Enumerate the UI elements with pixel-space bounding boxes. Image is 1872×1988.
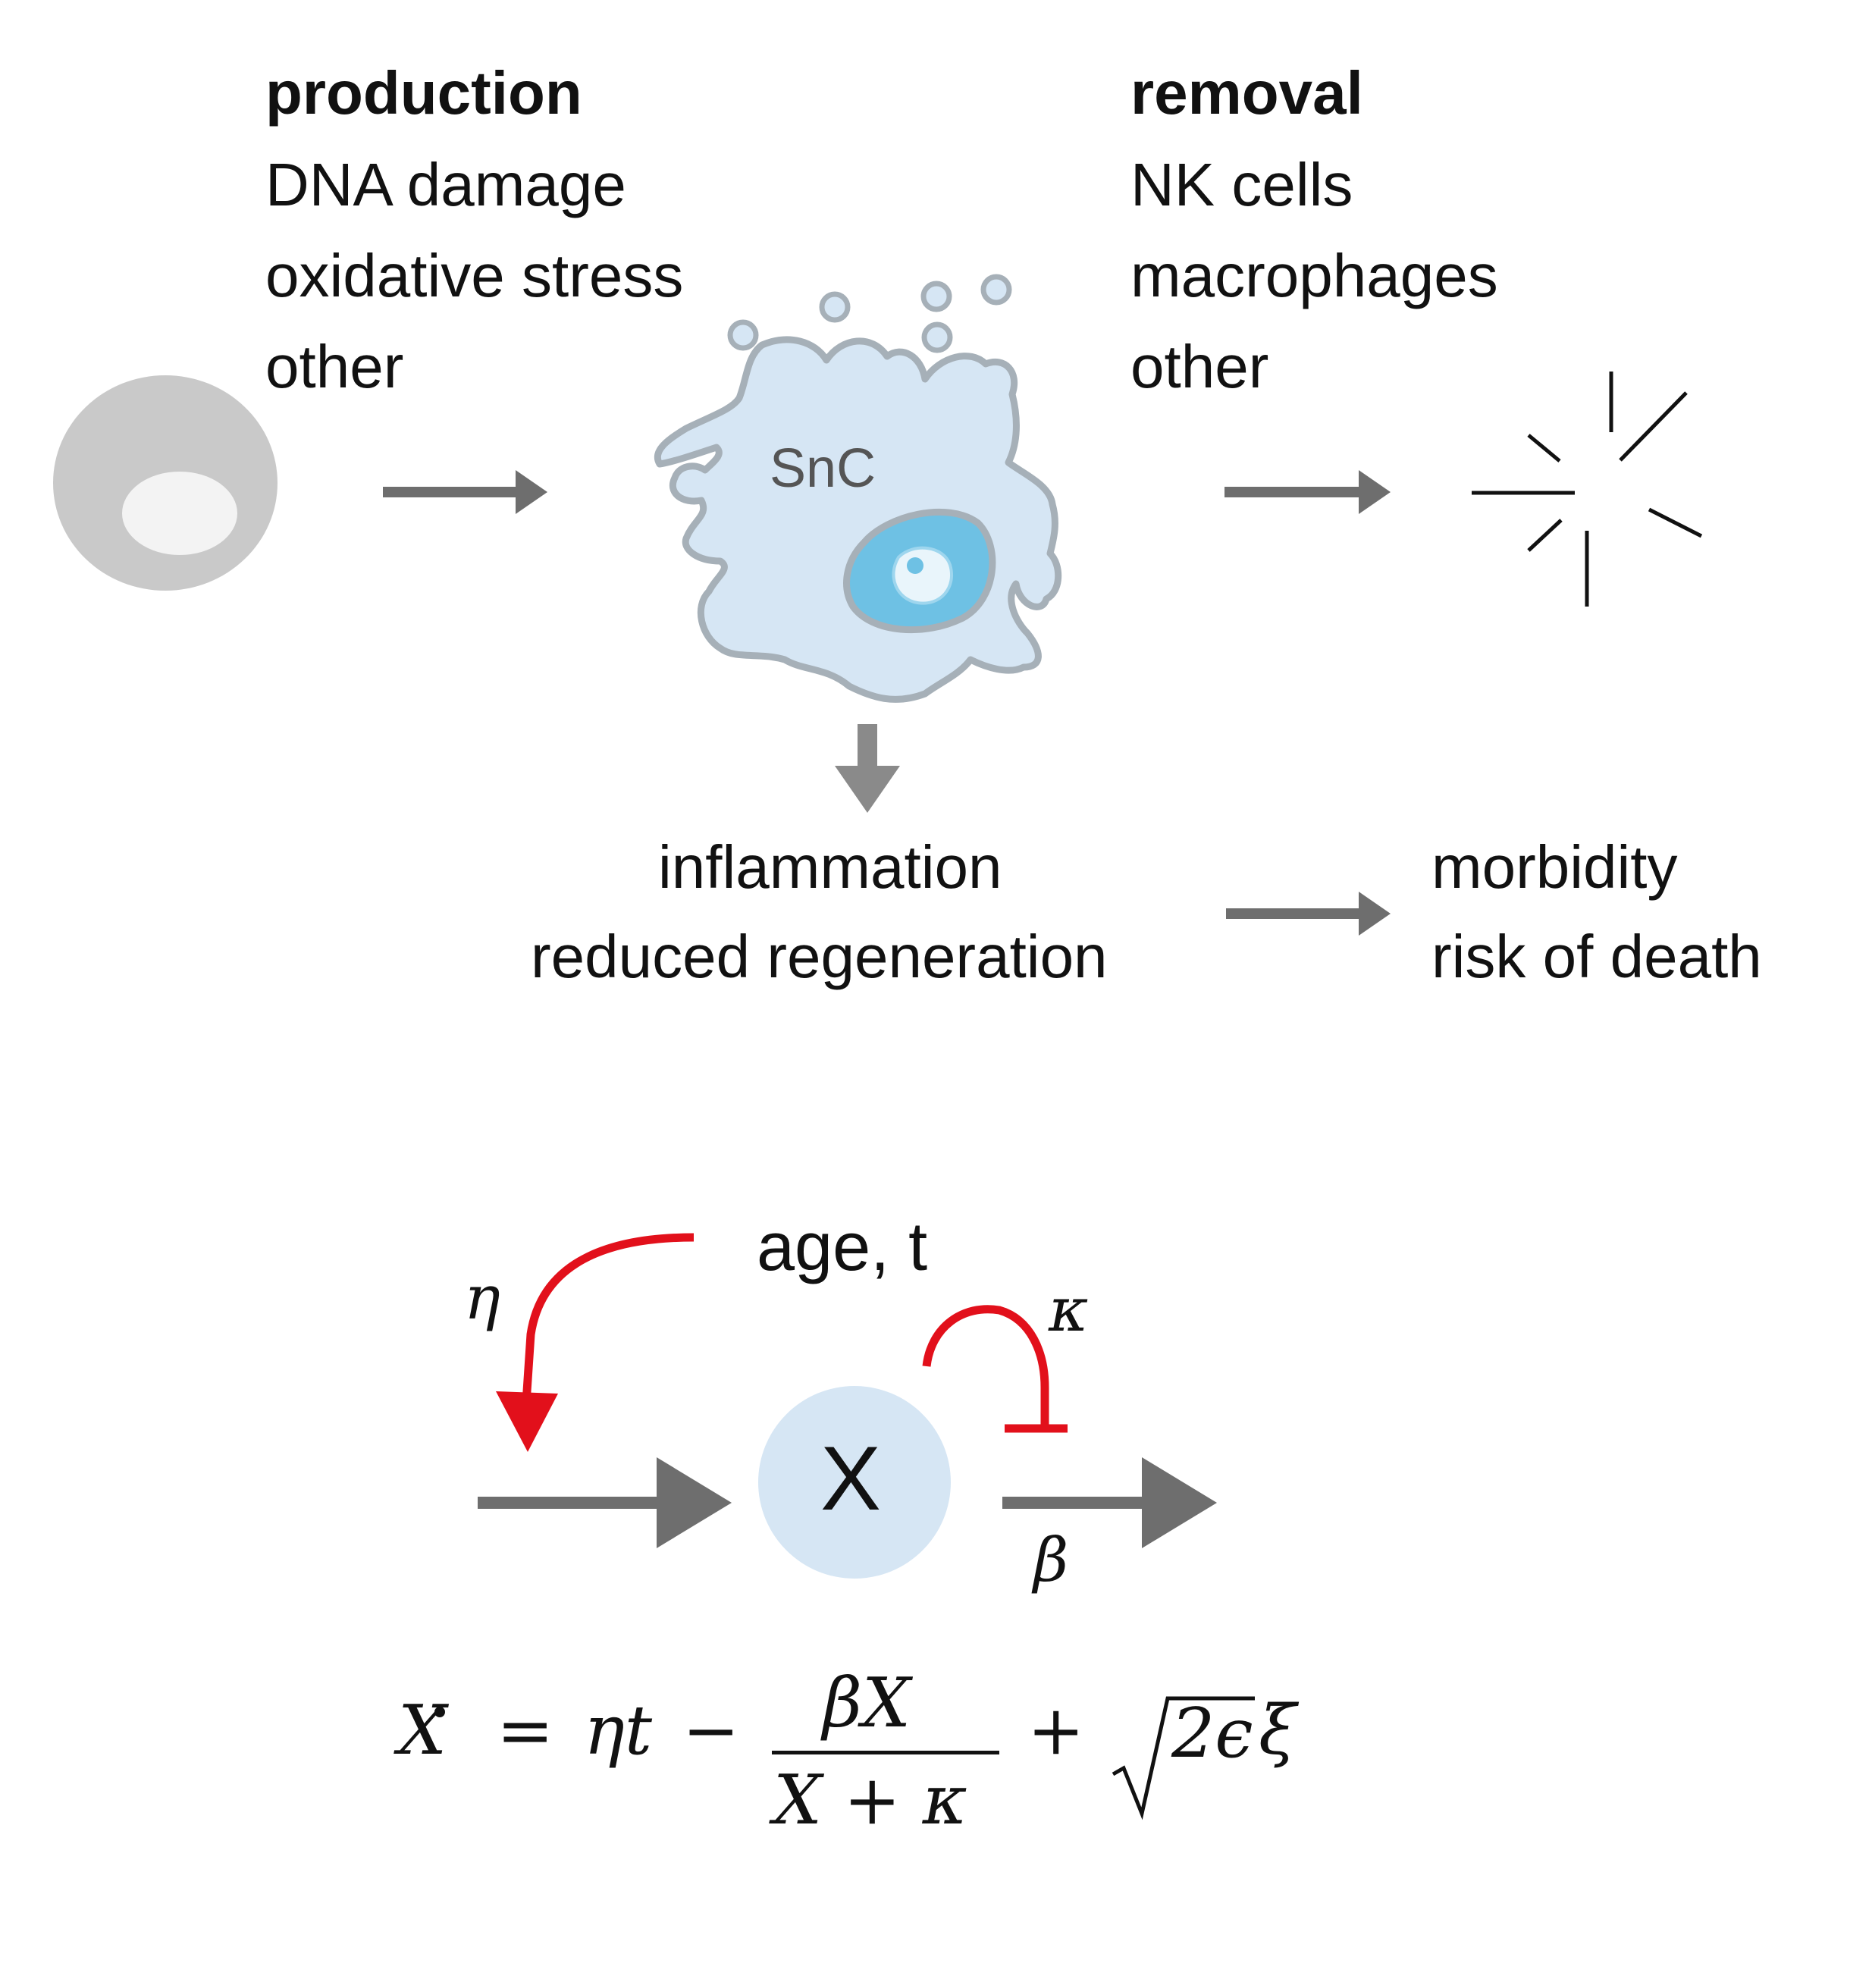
- removal-item-3: other: [1130, 333, 1269, 400]
- output-flux-arrow: [1002, 1457, 1217, 1548]
- eta-activation-arrow: [496, 1233, 695, 1452]
- effects-arrow: [835, 724, 900, 813]
- equation-radicand: 2ϵ: [1171, 1694, 1253, 1773]
- burst-icon: [1472, 372, 1703, 607]
- equation-tail: ξ: [1259, 1691, 1297, 1770]
- equation-term1: ηt: [584, 1691, 653, 1770]
- kappa-inhibition-arrow: [922, 1305, 1068, 1433]
- senescent-cell-icon: [654, 274, 1062, 703]
- effect-inflammation: inflammation: [658, 833, 1002, 901]
- removal-arrow: [1224, 470, 1391, 514]
- production-arrow: [383, 470, 547, 514]
- beta-label: β: [1033, 1525, 1069, 1595]
- age-label: age, t: [757, 1209, 928, 1285]
- effect-reduced-regeneration: reduced regeneration: [531, 923, 1108, 990]
- node-x-label: X: [820, 1428, 882, 1529]
- equation-denominator: X + κ: [773, 1761, 967, 1840]
- normal-cell-icon: [53, 375, 278, 591]
- outcome-morbidity: morbidity: [1431, 833, 1678, 901]
- removal-item-1: NK cells: [1130, 151, 1353, 218]
- production-item-1: DNA damage: [265, 151, 626, 218]
- equation-dot: [434, 1707, 445, 1717]
- removal-item-2: macrophages: [1130, 242, 1498, 309]
- equation-sqrt-sign: [1112, 1696, 1255, 1820]
- equation-equals: =: [497, 1691, 554, 1770]
- production-heading: production: [265, 59, 582, 127]
- snc-label: SnC: [770, 438, 876, 499]
- outcome-arrow: [1226, 892, 1391, 936]
- kappa-label: κ: [1049, 1275, 1089, 1345]
- input-flux-arrow: [478, 1457, 732, 1548]
- equation-fraction-bar: [772, 1751, 999, 1754]
- equation-lhs: X: [398, 1691, 447, 1770]
- node-x-circle: [758, 1386, 951, 1579]
- equation-minus: −: [682, 1691, 740, 1770]
- production-item-3: other: [265, 333, 404, 400]
- eta-label: η: [464, 1262, 500, 1333]
- equation-plus: +: [1027, 1691, 1085, 1770]
- outcome-risk-of-death: risk of death: [1431, 923, 1762, 990]
- equation-numerator: βX: [823, 1663, 911, 1743]
- removal-heading: removal: [1130, 59, 1363, 127]
- production-item-2: oxidative stress: [265, 242, 684, 309]
